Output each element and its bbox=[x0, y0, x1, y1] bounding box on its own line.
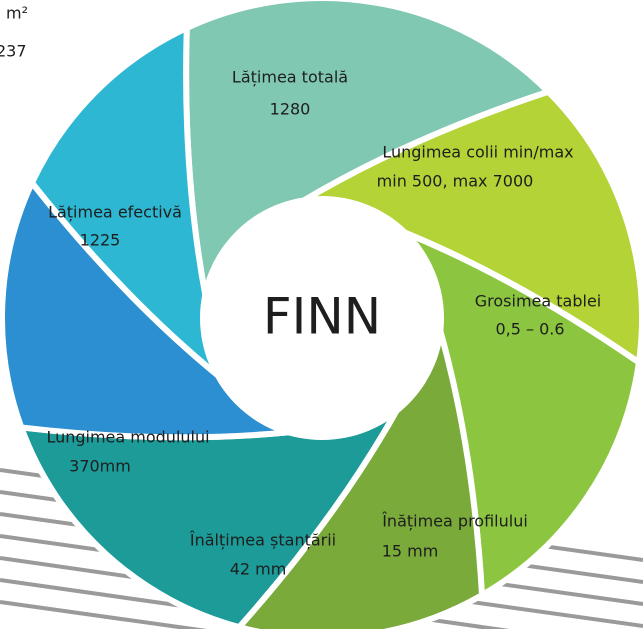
segment-label: Grosimea tablei bbox=[475, 292, 601, 311]
segment-label: Lățimea totală bbox=[232, 68, 348, 87]
segment-value: 15 mm bbox=[382, 542, 439, 561]
segment-label: Lungimea colii min/max bbox=[382, 143, 573, 162]
corner-value: 237 bbox=[0, 42, 27, 61]
segment-label: Lungimea modulului bbox=[46, 428, 209, 447]
segment-label: Înălțimea ștanțării bbox=[189, 531, 336, 550]
center-circle bbox=[200, 196, 444, 440]
center-label: FINN bbox=[263, 288, 381, 346]
segment-value: 1225 bbox=[80, 231, 121, 250]
segment-value: 370mm bbox=[69, 457, 131, 476]
segment-label: Înățimea profilului bbox=[381, 512, 528, 531]
segment-value: 42 mm bbox=[230, 560, 287, 579]
segment-value: 1280 bbox=[270, 100, 311, 119]
segment bbox=[28, 24, 223, 380]
segment-label: Lățimea efectivă bbox=[48, 203, 182, 222]
segment-value: min 500, max 7000 bbox=[377, 172, 534, 191]
segment-value: 0,5 – 0.6 bbox=[495, 320, 564, 339]
segment-labels: Lățimea totală 1280 Lungimea colii min/max… bbox=[46, 68, 601, 579]
corner-unit: m² bbox=[6, 4, 28, 23]
